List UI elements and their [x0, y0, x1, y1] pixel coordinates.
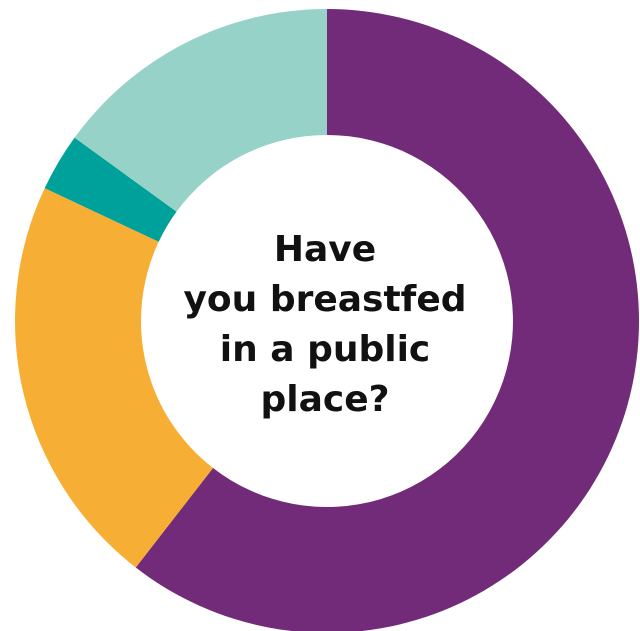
donut-slice-4: [74, 9, 327, 212]
chart-title-line-3: in a public: [219, 329, 431, 370]
donut-slice-3: [44, 137, 177, 242]
chart-title: Have you breastfed in a public place?: [170, 225, 480, 425]
chart-title-line-1: Have: [273, 229, 377, 270]
chart-title-line-4: place?: [260, 379, 390, 420]
chart-title-line-2: you breastfed: [183, 279, 467, 320]
donut-slice-2: [15, 188, 213, 568]
donut-slice-1: [135, 9, 639, 631]
